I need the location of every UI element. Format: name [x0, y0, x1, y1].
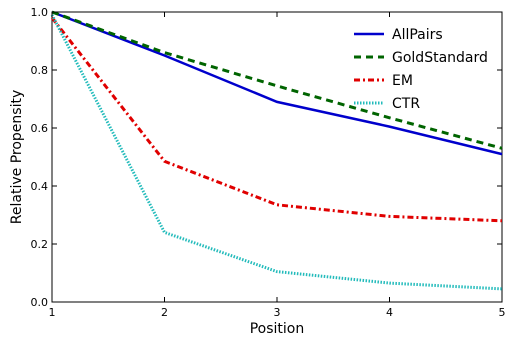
x-axis-label: Position [250, 321, 305, 337]
y-tick-label: 1.0 [31, 6, 49, 19]
y-tick-label: 0.8 [31, 64, 49, 77]
y-tick-label: 0.0 [31, 296, 49, 309]
legend-label-em: EM [392, 73, 413, 89]
y-axis-label: Relative Propensity [9, 90, 25, 224]
legend: AllPairs GoldStandard EM CTR [354, 27, 488, 112]
series-line-allpairs [51, 10, 503, 156]
y-tick-label: 0.4 [31, 180, 49, 193]
x-tick-label: 2 [161, 306, 168, 319]
ticks-layer: 1 2 3 4 5 0.0 0.2 0.4 0.6 0.8 1.0 [31, 6, 506, 319]
y-tick-label: 0.2 [31, 238, 49, 251]
x-tick-label: 3 [274, 306, 281, 319]
y-tick-label: 0.6 [31, 122, 49, 135]
legend-label-goldstandard: GoldStandard [392, 50, 488, 66]
series-line-em [50, 16, 503, 223]
series-layer [50, 10, 503, 291]
legend-label-ctr: CTR [392, 96, 420, 112]
x-tick-label: 5 [499, 306, 506, 319]
x-tick-label: 1 [49, 306, 56, 319]
x-tick-label: 4 [386, 306, 393, 319]
legend-label-allpairs: AllPairs [392, 27, 443, 43]
series-line-ctr [50, 14, 503, 291]
